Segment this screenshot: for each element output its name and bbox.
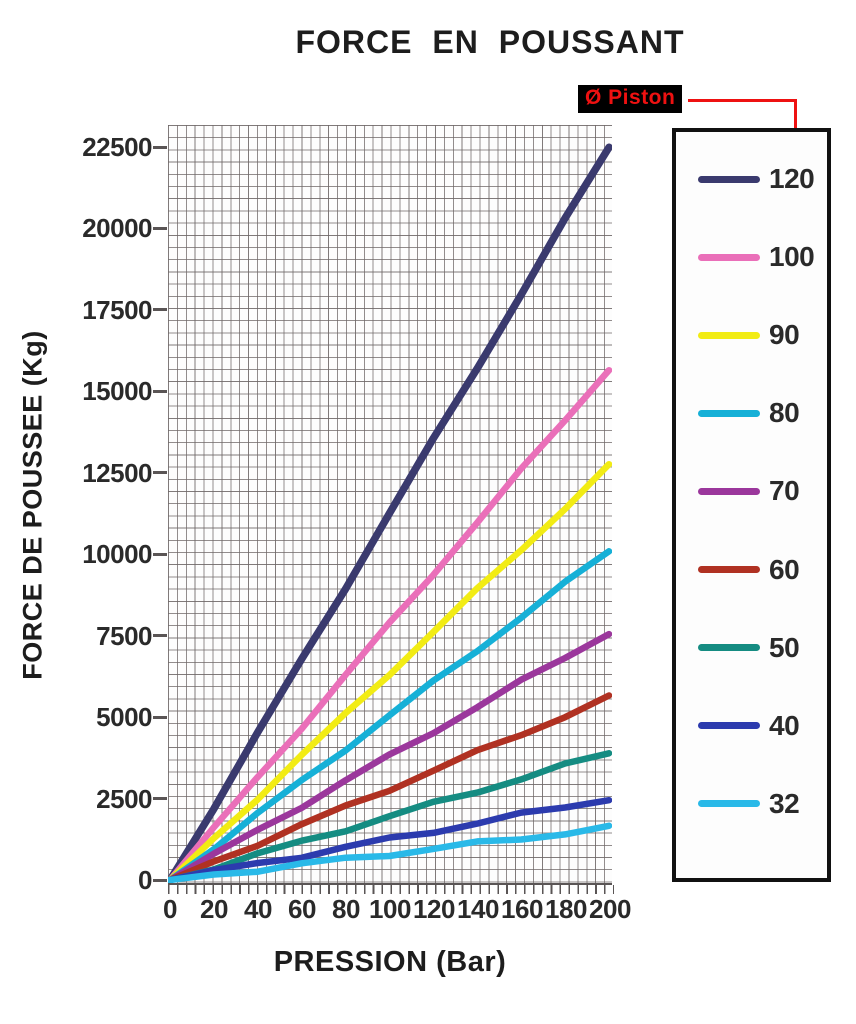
- legend-entry-70: 70: [698, 475, 800, 507]
- series-line-70: [168, 630, 612, 883]
- legend-label: 80: [769, 397, 800, 429]
- y-tick-label: 7500: [96, 620, 152, 651]
- x-axis-title: PRESSION (Bar): [273, 946, 507, 978]
- x-tick-label: 180: [545, 894, 587, 924]
- legend-entry-80: 80: [698, 397, 800, 429]
- x-tick-label: 40: [244, 894, 272, 924]
- y-tick-mark: [153, 797, 167, 801]
- series-line-32: [168, 822, 612, 883]
- piston-pointer-vertical-line: [794, 99, 797, 154]
- y-tick-mark: [153, 145, 167, 149]
- x-axis-minor-ticks: [168, 885, 614, 894]
- piston-diameter-label: Ø Piston: [578, 85, 683, 113]
- piston-pointer-horizontal-line: [688, 99, 796, 102]
- series-line-40: [168, 796, 612, 883]
- y-tick-mark: [153, 471, 167, 475]
- legend-entry-90: 90: [698, 319, 800, 351]
- legend-label: 120: [769, 163, 815, 194]
- x-tick-label: 140: [457, 894, 499, 924]
- series-line-100: [168, 366, 612, 883]
- legend-label: 32: [769, 787, 800, 819]
- y-tick-mark: [153, 552, 167, 556]
- y-tick-label: 15000: [82, 376, 152, 407]
- legend-swatch-120: [698, 175, 760, 183]
- y-tick-mark: [153, 389, 167, 393]
- y-tick-mark: [153, 634, 167, 638]
- x-tick-label: 100: [369, 894, 411, 924]
- y-tick-label: 20000: [82, 213, 152, 244]
- y-tick-mark: [153, 878, 167, 882]
- legend-label: 70: [769, 475, 800, 507]
- x-tick-label: 200: [589, 894, 631, 924]
- x-tick-label: 60: [288, 894, 316, 924]
- y-tick-mark: [153, 226, 167, 230]
- plot-area: [168, 125, 612, 885]
- series-line-80: [168, 548, 612, 883]
- y-tick-label: 0: [138, 865, 152, 895]
- y-tick-mark: [153, 308, 167, 312]
- legend-swatch-60: [698, 566, 760, 573]
- y-tick-label: 5000: [96, 702, 152, 733]
- x-tick-label: 120: [413, 894, 455, 924]
- series-lines: [168, 143, 612, 883]
- legend-entry-60: 60: [698, 553, 800, 585]
- legend-swatch-90: [698, 331, 760, 339]
- x-tick-label: 160: [501, 894, 543, 924]
- legend-entry-32: 32: [698, 787, 800, 819]
- legend-swatch-50: [698, 644, 760, 652]
- series-line-120: [168, 143, 612, 883]
- chart-title: FORCE EN POUSSANT: [295, 24, 685, 60]
- legend-entry-40: 40: [698, 709, 800, 741]
- legend-entry-100: 100: [698, 241, 815, 273]
- y-tick-label: 10000: [82, 539, 152, 570]
- x-tick-label: 80: [332, 894, 360, 924]
- series-line-60: [168, 692, 612, 883]
- legend-box: 120 100 90 80 70 60 50 40 32: [672, 128, 831, 882]
- x-tick-label: 0: [163, 894, 177, 924]
- legend-swatch-40: [698, 722, 760, 730]
- legend-label: 60: [769, 553, 800, 585]
- legend-swatch-100: [698, 253, 760, 261]
- y-tick-label: 22500: [82, 132, 152, 162]
- y-tick-label: 2500: [96, 783, 152, 814]
- legend-swatch-80: [698, 409, 760, 417]
- legend-swatch-32: [698, 800, 760, 808]
- series-line-90: [168, 460, 612, 883]
- legend-label: 90: [769, 319, 800, 351]
- legend-label: 100: [769, 241, 815, 273]
- legend-swatch-70: [698, 487, 760, 495]
- legend-entry-50: 50: [698, 631, 800, 663]
- legend-entry-120: 120: [698, 163, 815, 194]
- y-tick-mark: [153, 715, 167, 719]
- legend-label: 40: [769, 709, 800, 741]
- series-line-50: [168, 750, 612, 883]
- legend-label: 50: [769, 631, 800, 663]
- y-tick-label: 17500: [82, 294, 152, 325]
- y-tick-label: 12500: [82, 457, 152, 488]
- x-tick-label: 20: [200, 894, 228, 924]
